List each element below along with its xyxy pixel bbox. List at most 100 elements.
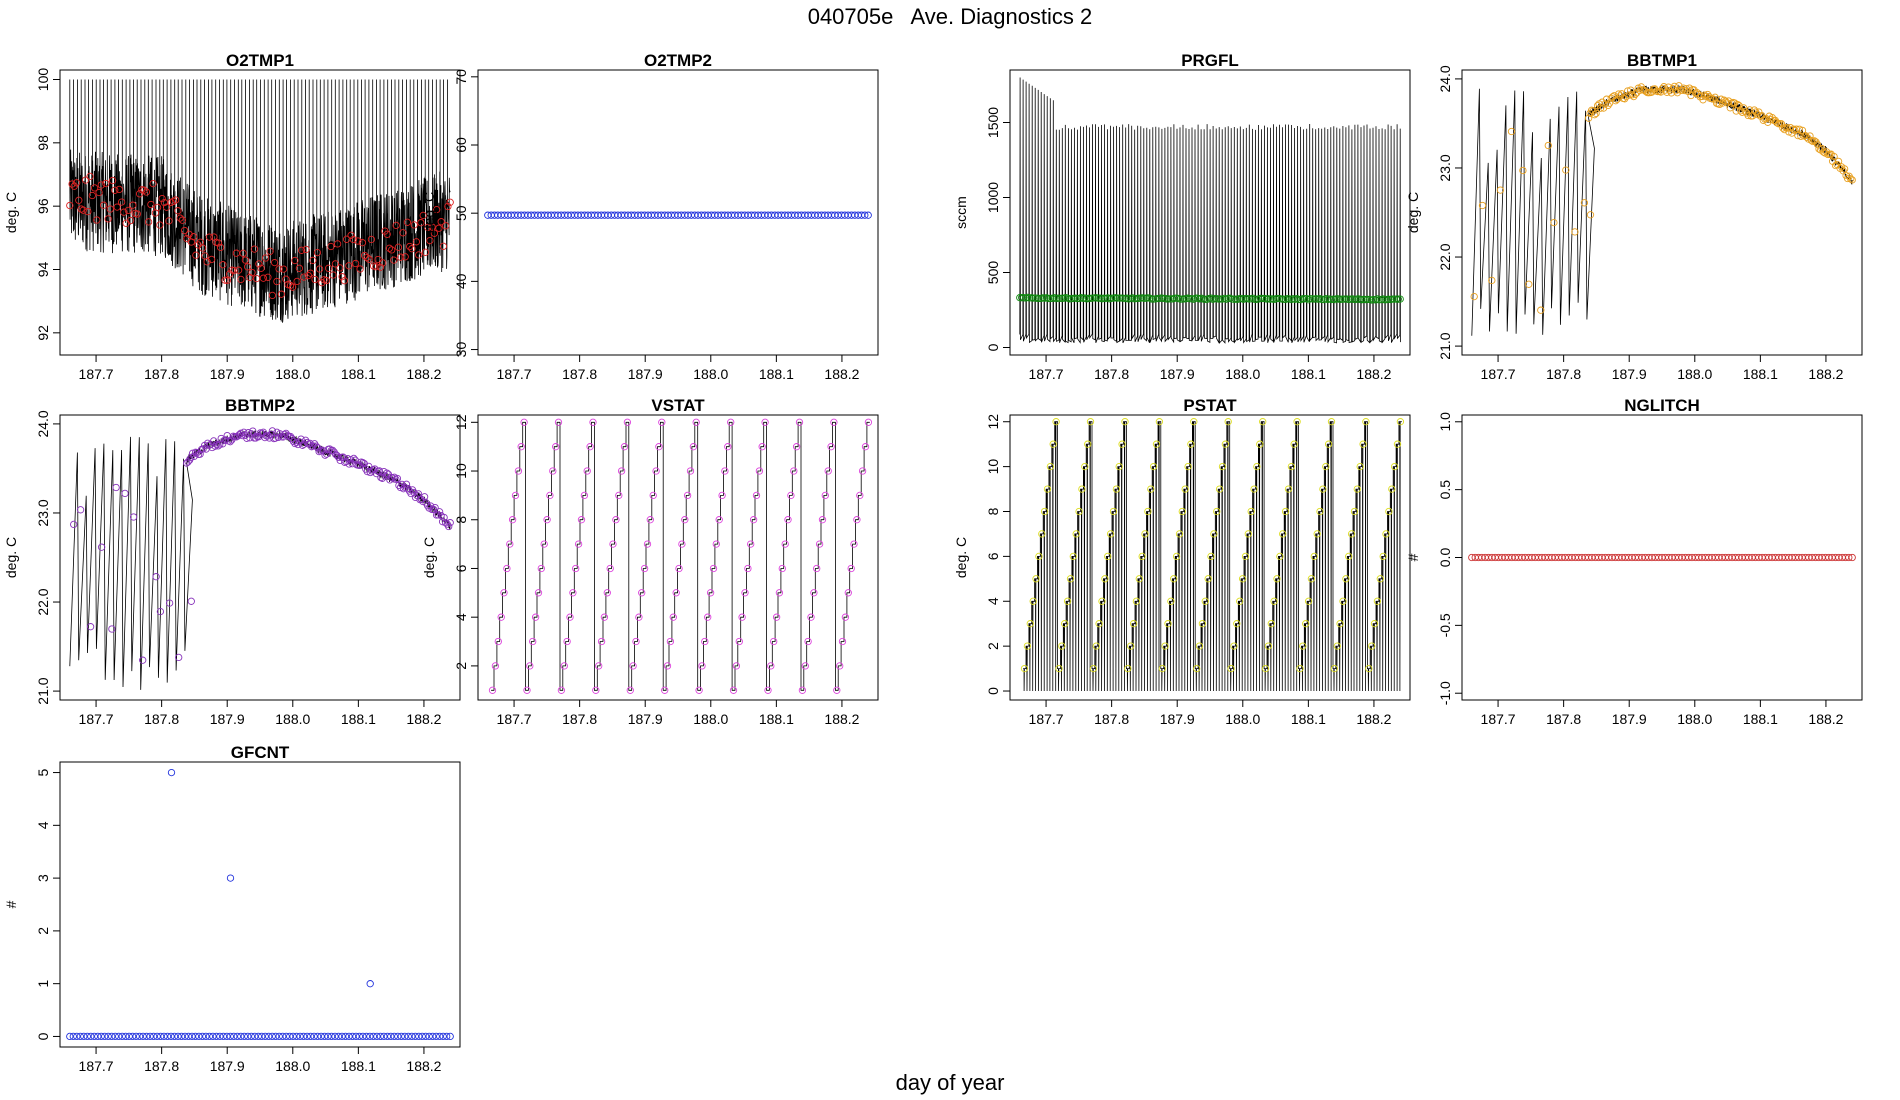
data-point [1078,485,1086,493]
data-point [348,1032,357,1041]
data-point [781,540,789,548]
data-point [207,255,216,264]
data-point [666,637,675,646]
data-point [775,589,784,597]
data-point [249,427,257,435]
data-point [388,246,396,254]
data-point [1035,294,1043,303]
data-point [394,1032,402,1041]
data-point [257,264,265,272]
data-point [1834,157,1843,166]
x-tick-label: 187.7 [1481,711,1516,727]
panel-title: O2TMP1 [226,51,294,70]
data-point [399,229,407,237]
data-point [853,516,861,524]
data-point [1195,642,1204,650]
data-point [715,516,723,524]
data-point [632,637,640,646]
data-point [401,1032,409,1041]
data-point [1256,440,1264,448]
data-point [1267,620,1275,628]
data-point [128,1032,137,1041]
data-point [552,443,560,451]
data-point [313,248,322,257]
data-point [275,265,283,273]
data-point [577,516,586,524]
x-tick-label: 188.1 [759,711,794,727]
data-point [833,686,841,694]
x-tick-label: 187.7 [1029,366,1064,382]
data-point [93,216,101,224]
data-point [1738,108,1746,116]
data-point [1144,507,1152,516]
data-point [1184,462,1192,471]
data-point [112,483,120,492]
data-point [1700,91,1709,99]
data-point [397,1032,405,1041]
data-point [1075,507,1083,516]
data-point [1615,90,1623,98]
data-point [595,662,603,670]
data-point [366,980,374,988]
data-point [169,197,178,206]
data-point [1201,295,1209,303]
x-tick-label: 188.2 [406,1058,441,1074]
data-point [508,516,517,524]
data-point [749,516,758,524]
data-point [132,1032,140,1041]
data-point [672,589,680,597]
data-point [727,418,735,426]
data-point [306,1032,315,1041]
data-point [156,1032,165,1041]
data-point [258,1032,266,1041]
data-point [275,1032,283,1041]
data-point [435,508,444,516]
data-point [341,1032,350,1041]
data-point [1368,642,1376,650]
data-point [288,283,297,291]
data-point [84,207,92,216]
x-axis-label: day of year [895,1070,1005,1095]
x-tick-label: 187.8 [1094,366,1129,382]
data-point [592,686,600,694]
data-point [738,613,746,621]
y-tick-label: 6 [985,552,1001,560]
data-point [212,1032,221,1041]
data-point [520,418,528,426]
data-point [1190,295,1198,303]
data-point [383,230,391,238]
data-point [1359,440,1367,448]
y-tick-label: 1000 [985,182,1001,213]
x-tick-label: 188.2 [1808,711,1843,727]
y-axis-label: deg. C [421,537,437,578]
y-tick-label: 1500 [985,107,1001,138]
data-point [345,1032,353,1041]
y-tick-label: 1 [35,980,51,988]
data-point [73,1032,81,1041]
data-point [858,467,867,475]
data-point [669,613,677,621]
data-point [99,201,108,209]
data-point [338,273,346,281]
x-tick-label: 187.9 [1160,366,1195,382]
panel-o2tmp1: O2TMP1 187.7 187.8 187.9 188.0 188.1 188.2 92 94… [3,51,461,382]
data-point [289,1032,297,1041]
data-point [701,637,709,646]
data-point [824,467,832,475]
data-point [1830,152,1838,161]
y-tick-label: 10 [453,463,469,479]
data-point [108,625,116,633]
x-tick-label: 188.0 [1677,366,1712,382]
y-tick-label: 30 [453,342,469,358]
data-point [600,613,609,621]
data-point [1098,597,1106,605]
data-point [296,1032,304,1041]
data-point [612,516,620,524]
data-point [139,1032,147,1041]
data-point [1210,530,1218,538]
data-point [655,443,663,451]
data-point [784,516,792,524]
data-point [1544,141,1552,150]
x-tick-label: 188.2 [406,366,441,382]
data-point [1388,485,1396,493]
